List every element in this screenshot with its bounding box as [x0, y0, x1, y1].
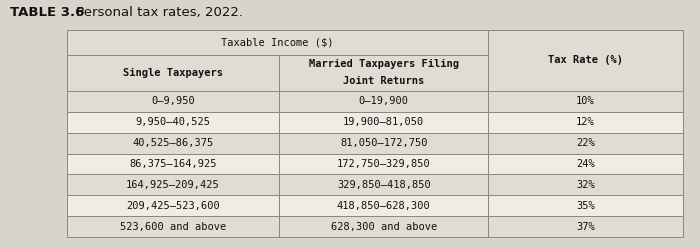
Bar	[66, 174, 279, 195]
Bar	[279, 133, 489, 154]
Text: 86,375–164,925: 86,375–164,925	[129, 159, 216, 169]
Text: 0–19,900: 0–19,900	[358, 96, 409, 106]
Text: TABLE 3.6: TABLE 3.6	[10, 6, 85, 20]
Text: 12%: 12%	[576, 117, 595, 127]
Bar	[489, 174, 682, 195]
Bar	[489, 91, 682, 112]
Bar	[279, 112, 489, 133]
Text: 40,525–86,375: 40,525–86,375	[132, 138, 214, 148]
Bar	[489, 133, 682, 154]
Text: 19,900–81,050: 19,900–81,050	[343, 117, 424, 127]
Text: Single Taxpayers: Single Taxpayers	[122, 68, 223, 78]
Text: 0–9,950: 0–9,950	[151, 96, 195, 106]
Bar	[279, 195, 489, 216]
Bar	[66, 30, 489, 55]
Bar	[489, 195, 682, 216]
Bar	[489, 112, 682, 133]
Bar	[66, 30, 682, 237]
Bar	[489, 154, 682, 174]
Text: 81,050–172,750: 81,050–172,750	[340, 138, 428, 148]
Bar	[489, 216, 682, 237]
Text: Personal tax rates, 2022.: Personal tax rates, 2022.	[72, 6, 243, 20]
Text: 24%: 24%	[576, 159, 595, 169]
Bar	[489, 30, 682, 91]
Text: 523,600 and above: 523,600 and above	[120, 222, 226, 232]
Text: Married Taxpayers Filing: Married Taxpayers Filing	[309, 59, 458, 69]
Text: Joint Returns: Joint Returns	[343, 76, 424, 86]
Bar	[66, 55, 279, 91]
Text: Tax Rate (%): Tax Rate (%)	[548, 55, 623, 65]
Text: 9,950–40,525: 9,950–40,525	[135, 117, 210, 127]
Text: 10%: 10%	[576, 96, 595, 106]
Text: 22%: 22%	[576, 138, 595, 148]
Text: 37%: 37%	[576, 222, 595, 232]
Bar	[66, 195, 279, 216]
Bar	[66, 91, 279, 112]
Bar	[279, 55, 489, 91]
Bar	[66, 112, 279, 133]
Text: 172,750–329,850: 172,750–329,850	[337, 159, 430, 169]
Text: Taxable Income ($): Taxable Income ($)	[221, 37, 334, 47]
Bar	[66, 133, 279, 154]
Bar	[66, 216, 279, 237]
Text: 329,850–418,850: 329,850–418,850	[337, 180, 430, 190]
Text: 628,300 and above: 628,300 and above	[330, 222, 437, 232]
Bar	[279, 154, 489, 174]
Text: 35%: 35%	[576, 201, 595, 211]
Text: 164,925–209,425: 164,925–209,425	[126, 180, 220, 190]
Bar	[279, 216, 489, 237]
Bar	[279, 174, 489, 195]
Text: 418,850–628,300: 418,850–628,300	[337, 201, 430, 211]
Bar	[279, 91, 489, 112]
Text: 209,425–523,600: 209,425–523,600	[126, 201, 220, 211]
Text: 32%: 32%	[576, 180, 595, 190]
Bar	[66, 154, 279, 174]
